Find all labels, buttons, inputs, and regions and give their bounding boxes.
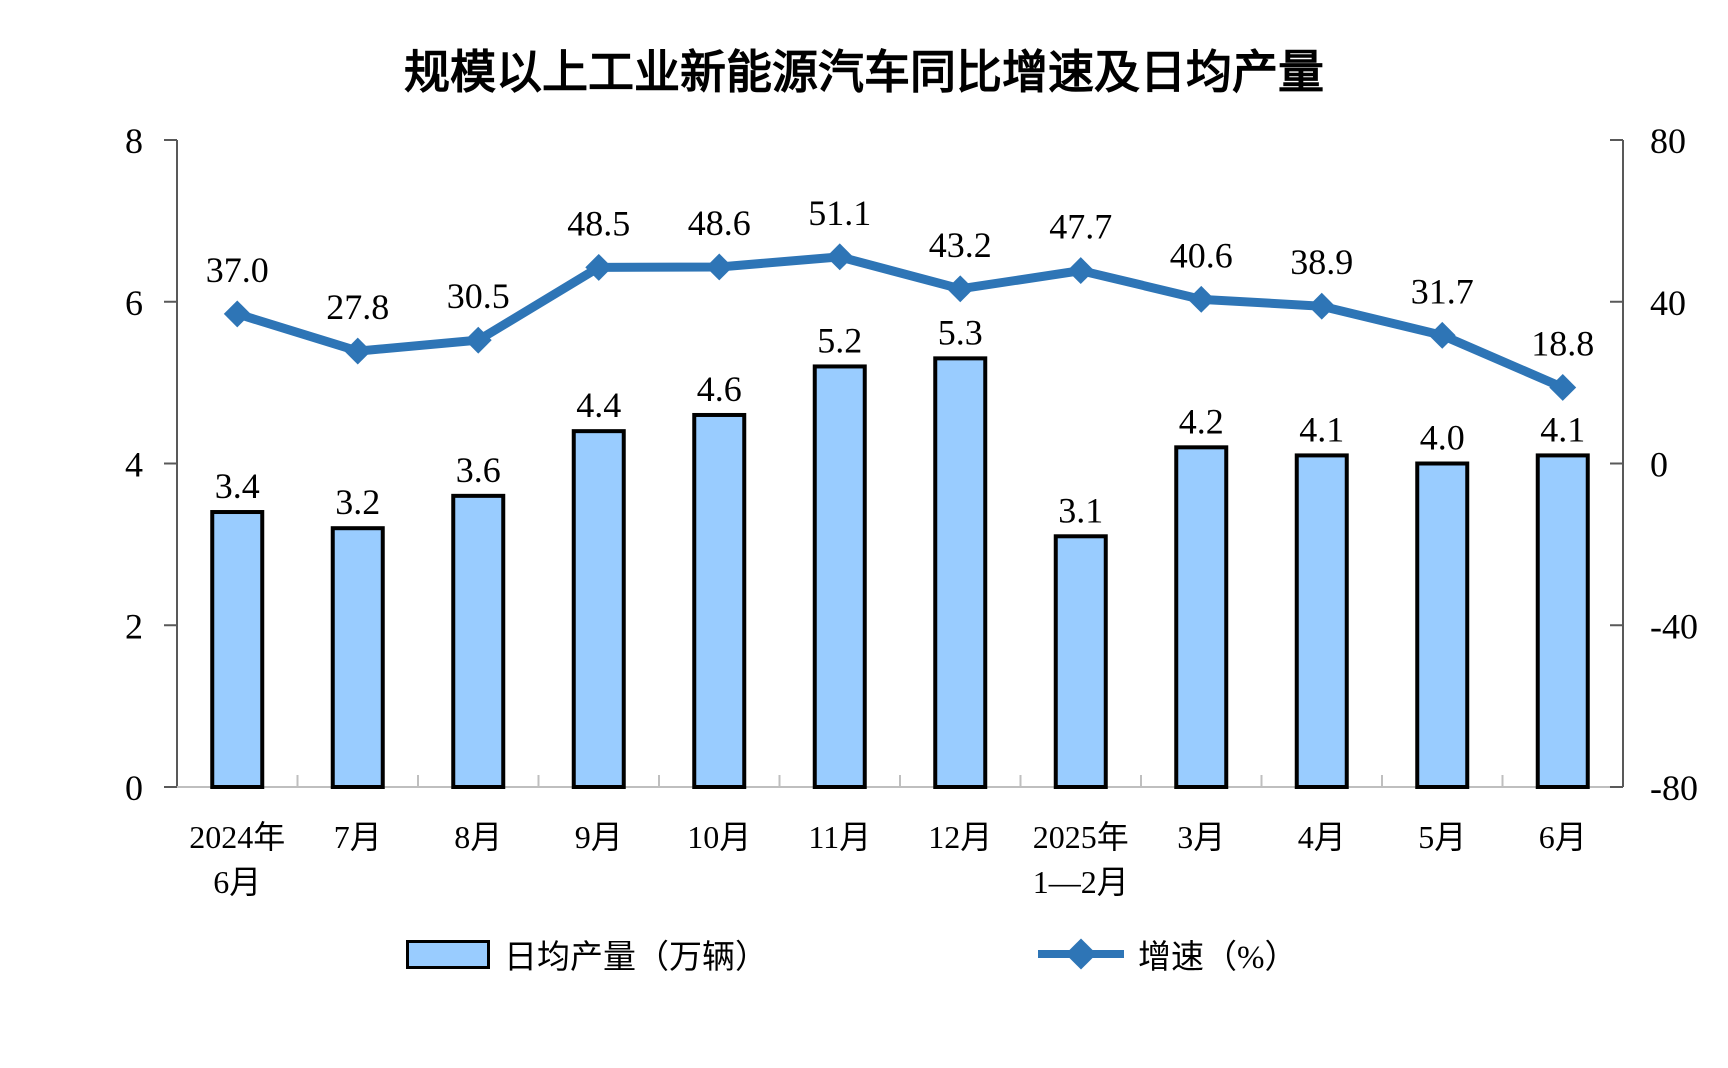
left-axis-tick-label: 0 <box>125 768 143 808</box>
bar-value-label: 3.4 <box>215 466 260 506</box>
x-axis-label: 12月 <box>928 819 992 855</box>
growth-line-marker <box>1187 285 1215 313</box>
x-axis-label: 7月 <box>334 819 382 855</box>
bar <box>210 510 265 790</box>
x-axis-label: 2024年 6月 <box>189 819 285 900</box>
growth-line-marker <box>946 275 974 303</box>
bar <box>1415 461 1470 789</box>
chart-title: 规模以上工业新能源汽车同比增速及日均产量 <box>404 46 1324 98</box>
legend: 日均产量（万辆） 增速（%） <box>0 930 1728 976</box>
growth-line-marker <box>1308 292 1336 320</box>
right-axis-tick-label: 40 <box>1650 283 1686 323</box>
x-axis-label: 9月 <box>575 819 623 855</box>
bar <box>1294 453 1349 789</box>
bar-value-label: 4.2 <box>1179 401 1224 441</box>
growth-value-label: 43.2 <box>929 225 992 265</box>
growth-value-label: 38.9 <box>1290 242 1353 282</box>
growth-line-marker <box>826 243 854 271</box>
growth-value-label: 37.0 <box>206 250 269 290</box>
growth-value-label: 48.6 <box>688 203 751 243</box>
left-axis-tick-label: 8 <box>125 121 143 161</box>
right-axis-tick-label: -80 <box>1650 768 1698 808</box>
line-series-swatch <box>1038 938 1124 970</box>
bar-value-label: 4.1 <box>1540 409 1585 449</box>
x-axis-label: 8月 <box>454 819 502 855</box>
x-axis-label: 5月 <box>1418 819 1466 855</box>
bar-value-label: 3.1 <box>1058 490 1103 530</box>
growth-value-label: 51.1 <box>808 193 871 233</box>
legend-item-growth-rate: 增速（%） <box>1038 930 1298 978</box>
bar-value-label: 5.3 <box>938 312 983 352</box>
x-axis-label: 11月 <box>808 819 871 855</box>
x-axis-label: 4月 <box>1298 819 1346 855</box>
right-axis-tick-label: 80 <box>1650 121 1686 161</box>
bar-value-label: 5.2 <box>817 320 862 360</box>
legend-label-growth-rate: 增速（%） <box>1138 940 1298 976</box>
growth-value-label: 30.5 <box>447 276 510 316</box>
legend-item-daily-output: 日均产量（万辆） <box>406 930 768 978</box>
growth-line-marker <box>705 253 733 281</box>
left-axis-tick-label: 2 <box>125 606 143 646</box>
left-axis-tick-label: 4 <box>125 445 143 485</box>
growth-line-marker <box>1428 321 1456 349</box>
bar <box>330 526 385 789</box>
growth-line-marker <box>1549 374 1577 401</box>
bar <box>571 429 626 789</box>
growth-value-label: 27.8 <box>326 287 389 327</box>
growth-value-label: 31.7 <box>1411 271 1474 311</box>
bar-value-label: 4.1 <box>1299 409 1344 449</box>
bar <box>692 412 747 789</box>
growth-line-marker <box>344 337 372 365</box>
growth-line-marker <box>1067 257 1095 285</box>
growth-line-marker <box>223 300 251 328</box>
diamond-marker-icon <box>1065 938 1097 970</box>
growth-value-label: 18.8 <box>1531 323 1594 363</box>
x-axis-label: 6月 <box>1539 819 1587 855</box>
bar-value-label: 4.6 <box>697 369 742 409</box>
bar <box>1174 445 1229 789</box>
bar <box>812 364 867 789</box>
growth-value-label: 40.6 <box>1170 235 1233 275</box>
x-axis-label: 2025年 1—2月 <box>1033 819 1129 900</box>
growth-line <box>235 252 1565 392</box>
x-axis-label: 10月 <box>687 819 751 855</box>
bar <box>933 356 988 789</box>
bar-value-label: 4.4 <box>576 385 621 425</box>
right-axis-tick-label: 0 <box>1650 445 1668 485</box>
growth-value-label: 48.5 <box>567 203 630 243</box>
growth-value-label: 47.7 <box>1049 207 1112 247</box>
right-axis-tick-label: -40 <box>1650 606 1698 646</box>
legend-label-daily-output: 日均产量（万辆） <box>504 940 768 976</box>
bar <box>1053 534 1108 789</box>
bar-value-label: 4.0 <box>1420 418 1465 458</box>
left-axis-tick-label: 6 <box>125 283 143 323</box>
bar <box>1535 453 1590 789</box>
bar-value-label: 3.2 <box>335 482 380 522</box>
x-axis-label: 3月 <box>1177 819 1225 855</box>
bar-value-label: 3.6 <box>456 450 501 490</box>
bar-series-swatch <box>406 939 490 969</box>
bar <box>451 493 506 789</box>
